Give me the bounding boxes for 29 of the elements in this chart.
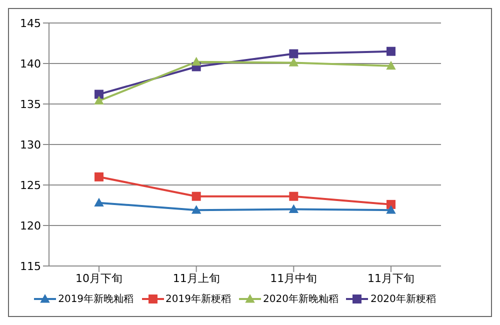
y-tick-label: 125	[20, 178, 41, 192]
y-tick-label: 115	[20, 260, 41, 273]
y-tick-label: 120	[20, 219, 41, 232]
point	[386, 46, 396, 56]
point	[94, 90, 104, 99]
legend-label: 2020年新粳稻	[370, 292, 436, 306]
point	[94, 96, 104, 104]
legend-label: 2020年新晚籼稻	[263, 292, 338, 306]
point	[386, 61, 396, 70]
point	[94, 172, 104, 182]
point	[192, 206, 201, 214]
y-tick-label: 135	[20, 98, 41, 111]
y-tick-label: 130	[20, 138, 41, 152]
point	[289, 204, 298, 213]
point	[289, 58, 298, 66]
point	[289, 192, 298, 201]
point	[386, 206, 396, 214]
y-tick-label: 145	[20, 16, 41, 30]
point	[192, 57, 201, 66]
legend-label: 2019年新粳稻	[166, 292, 231, 306]
point	[192, 192, 201, 201]
point	[94, 198, 104, 207]
x-tick-label: 10月下旬	[76, 272, 122, 285]
x-tick-label: 11月上旬	[172, 272, 220, 285]
x-tick-label: 11月中旬	[270, 272, 318, 285]
y-tick-label: 140	[20, 57, 41, 70]
x-tick-label: 11月下旬	[368, 272, 414, 285]
point	[289, 49, 298, 58]
legend-label: 2019年新晚籼稻	[58, 292, 134, 306]
